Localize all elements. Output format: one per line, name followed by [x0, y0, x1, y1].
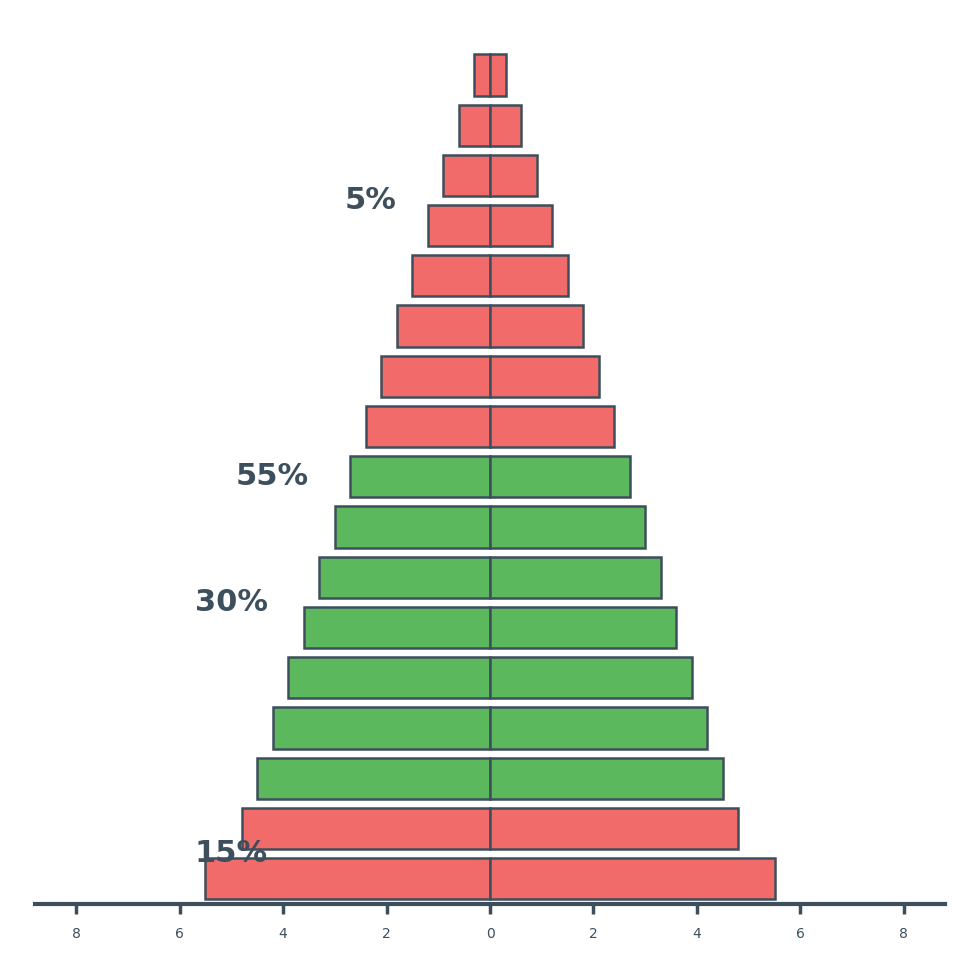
FancyBboxPatch shape — [397, 306, 490, 347]
Text: 15%: 15% — [194, 839, 268, 868]
FancyBboxPatch shape — [490, 658, 692, 699]
FancyBboxPatch shape — [335, 507, 490, 548]
FancyBboxPatch shape — [490, 306, 583, 347]
FancyBboxPatch shape — [490, 858, 774, 900]
FancyBboxPatch shape — [381, 356, 490, 397]
FancyBboxPatch shape — [474, 54, 490, 95]
FancyBboxPatch shape — [413, 255, 490, 296]
FancyBboxPatch shape — [257, 758, 490, 799]
FancyBboxPatch shape — [490, 54, 506, 95]
FancyBboxPatch shape — [366, 406, 490, 447]
FancyBboxPatch shape — [490, 708, 708, 749]
FancyBboxPatch shape — [490, 255, 567, 296]
FancyBboxPatch shape — [272, 708, 490, 749]
FancyBboxPatch shape — [490, 607, 676, 648]
FancyBboxPatch shape — [288, 658, 490, 699]
FancyBboxPatch shape — [206, 858, 490, 900]
FancyBboxPatch shape — [490, 507, 645, 548]
FancyBboxPatch shape — [242, 808, 490, 849]
Text: 5%: 5% — [345, 186, 397, 215]
FancyBboxPatch shape — [490, 205, 552, 246]
FancyBboxPatch shape — [490, 356, 599, 397]
FancyBboxPatch shape — [490, 456, 630, 498]
FancyBboxPatch shape — [443, 155, 490, 196]
FancyBboxPatch shape — [490, 557, 661, 598]
FancyBboxPatch shape — [490, 808, 738, 849]
FancyBboxPatch shape — [459, 105, 490, 146]
FancyBboxPatch shape — [490, 758, 723, 799]
FancyBboxPatch shape — [350, 456, 490, 498]
FancyBboxPatch shape — [319, 557, 490, 598]
FancyBboxPatch shape — [304, 607, 490, 648]
Text: 30%: 30% — [195, 588, 268, 616]
FancyBboxPatch shape — [490, 155, 537, 196]
FancyBboxPatch shape — [428, 205, 490, 246]
FancyBboxPatch shape — [490, 105, 521, 146]
Text: 55%: 55% — [236, 463, 309, 491]
FancyBboxPatch shape — [490, 406, 614, 447]
